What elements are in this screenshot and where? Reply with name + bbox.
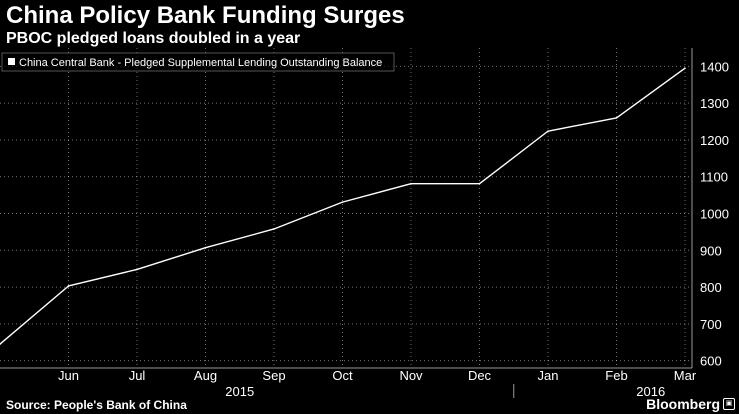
data-point xyxy=(410,182,412,185)
x-tick-label: Jul xyxy=(129,368,146,383)
y-tick-label: 1400 xyxy=(700,59,729,74)
x-tick-label: Nov xyxy=(399,368,423,383)
data-point xyxy=(67,285,70,287)
x-tick-label: Jun xyxy=(58,368,79,383)
x-tick-label: Sep xyxy=(262,368,285,383)
x-tick-label: Aug xyxy=(194,368,217,383)
data-point xyxy=(0,343,1,345)
series-line xyxy=(0,67,686,345)
year-label: 2016 xyxy=(636,384,665,399)
bloomberg-news-icon: ▣ xyxy=(723,398,735,410)
y-tick-label: 700 xyxy=(700,317,722,332)
data-point xyxy=(547,130,549,132)
data-point xyxy=(204,246,207,249)
legend: China Central Bank - Pledged Supplementa… xyxy=(1,52,395,72)
y-tick-label: 600 xyxy=(700,354,722,369)
y-tick-label: 1000 xyxy=(700,207,729,222)
y-tick-label: 1100 xyxy=(700,170,728,185)
data-point xyxy=(478,182,481,185)
chart-title: China Policy Bank Funding Surges xyxy=(6,2,405,29)
y-tick-label: 1300 xyxy=(700,96,729,111)
y-tick-label: 1200 xyxy=(700,133,729,148)
legend-box xyxy=(1,52,395,72)
y-tick-label: 800 xyxy=(700,280,722,295)
brand-logo: Bloomberg ▣ xyxy=(646,396,735,412)
brand-name: Bloomberg xyxy=(646,396,720,412)
data-point xyxy=(615,117,618,119)
data-point xyxy=(273,228,275,230)
data-point xyxy=(341,201,344,203)
legend-label: China Central Bank - Pledged Supplementa… xyxy=(19,57,382,69)
x-tick-label: Dec xyxy=(468,368,492,383)
y-tick-label: 900 xyxy=(700,243,722,258)
data-point xyxy=(136,268,138,271)
x-tick-label: Jan xyxy=(538,368,559,383)
data-point xyxy=(684,67,686,70)
source-note: Source: People's Bank of China xyxy=(6,398,187,412)
year-label: 2015 xyxy=(225,384,254,399)
x-tick-label: Mar xyxy=(674,368,697,383)
x-tick-label: Feb xyxy=(605,368,627,383)
legend-swatch xyxy=(8,58,15,65)
x-tick-label: Oct xyxy=(332,368,353,383)
chart-subtitle: PBOC pledged loans doubled in a year xyxy=(6,30,301,47)
